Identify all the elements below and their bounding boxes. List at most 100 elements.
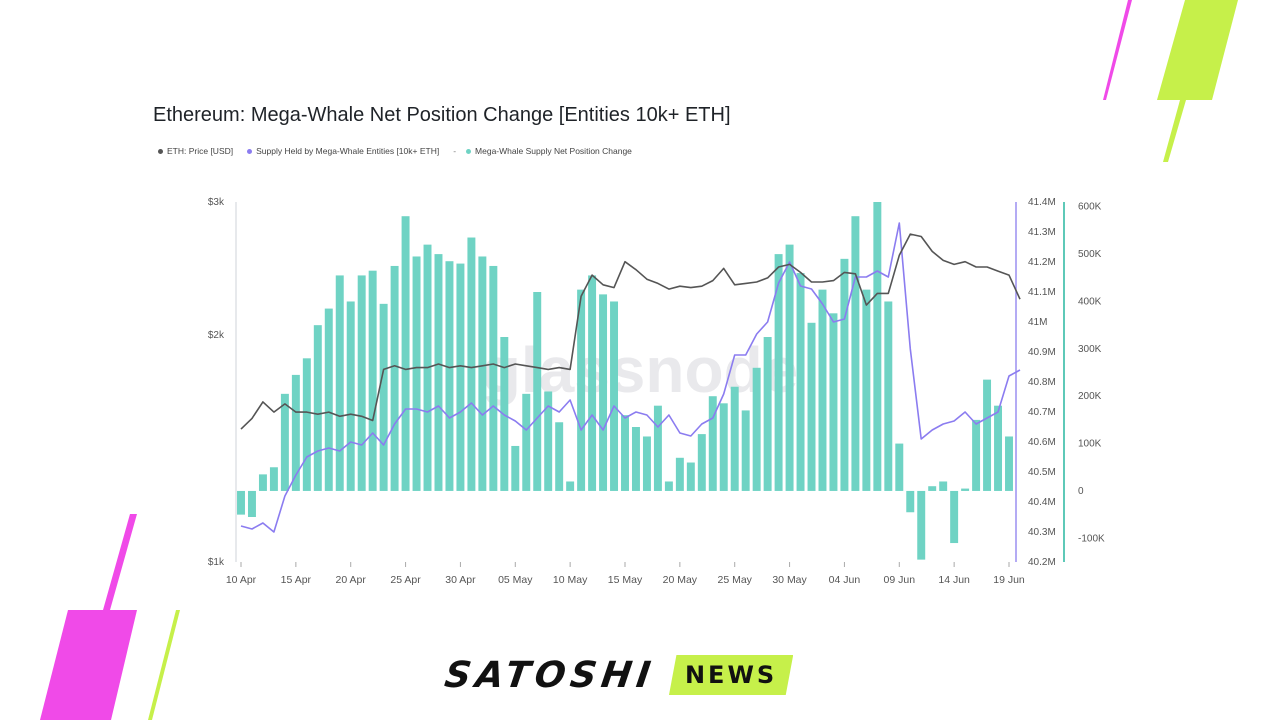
net-change-bar xyxy=(851,216,860,491)
x-tick-label: 10 Apr xyxy=(226,574,257,586)
x-tick-label: 05 May xyxy=(498,574,533,586)
net-change-bar xyxy=(928,486,937,491)
right2-tick-label: 500K xyxy=(1078,249,1102,260)
x-tick-label: 14 Jun xyxy=(938,574,970,586)
net-change-bar xyxy=(390,265,399,491)
net-change-bar xyxy=(796,273,805,491)
price-series-line xyxy=(240,233,1021,430)
net-change-bar xyxy=(533,292,542,491)
net-change-bar xyxy=(631,427,640,491)
net-change-bar xyxy=(994,405,1003,491)
satoshi-news-logo: SATOSHI NEWS xyxy=(442,640,794,710)
right1-tick-label: 40.9M xyxy=(1028,347,1056,358)
net-change-bar xyxy=(269,467,278,491)
net-change-bar xyxy=(544,391,553,491)
net-change-bar xyxy=(1005,436,1013,491)
net-change-bar xyxy=(697,434,706,491)
net-change-bar xyxy=(434,254,443,491)
net-change-bar xyxy=(939,481,948,491)
right1-tick-label: 40.2M xyxy=(1028,557,1056,568)
right1-tick-label: 40.8M xyxy=(1028,377,1056,388)
right1-tick-label: 41.3M xyxy=(1028,227,1056,238)
decor-magenta-bottom xyxy=(103,514,137,610)
right1-tick-label: 41.4M xyxy=(1028,197,1056,208)
decor-lime-top-thin xyxy=(1163,100,1186,162)
right1-tick-label: 40.3M xyxy=(1028,527,1056,538)
legend-item-price[interactable]: ETH: Price [USD] xyxy=(158,146,233,156)
right2-tick-label: 200K xyxy=(1078,391,1102,402)
net-change-bar xyxy=(818,289,827,491)
left-tick-label: $1k xyxy=(208,557,225,568)
left-tick-label: $2k xyxy=(208,330,225,341)
net-change-bar xyxy=(950,490,959,544)
right2-tick-label: 0 xyxy=(1078,486,1084,497)
right2-tick-label: 100K xyxy=(1078,439,1102,450)
net-change-bar xyxy=(873,202,882,491)
net-change-bar xyxy=(588,275,597,491)
net-change-bar xyxy=(247,490,256,517)
x-tick-label: 15 Apr xyxy=(281,574,312,586)
net-change-bar xyxy=(906,490,915,513)
right1-tick-label: 40.4M xyxy=(1028,497,1056,508)
plot-area: glassnode$1k$2k$3k40.2M40.3M40.4M40.5M40… xyxy=(208,197,1105,586)
net-change-bar xyxy=(829,313,838,491)
net-change-bar xyxy=(599,294,608,491)
legend-item-net-change[interactable]: - Mega-Whale Supply Net Position Change xyxy=(453,146,632,156)
x-tick-label: 25 May xyxy=(717,574,752,586)
net-change-bar xyxy=(752,367,761,491)
net-change-bar xyxy=(862,289,871,491)
net-change-bar xyxy=(983,379,992,491)
right1-tick-label: 41.2M xyxy=(1028,257,1056,268)
net-change-bar xyxy=(324,308,333,491)
x-tick-label: 19 Jun xyxy=(993,574,1025,586)
net-change-bar xyxy=(917,490,926,560)
left-tick-label: $3k xyxy=(208,197,225,208)
legend-marker-net-change xyxy=(466,148,472,154)
decor-lime-top xyxy=(1157,0,1238,100)
legend-label-net-change: Mega-Whale Supply Net Position Change xyxy=(475,146,632,156)
net-change-bar xyxy=(511,445,520,491)
net-change-bar xyxy=(884,301,893,491)
net-change-bar xyxy=(763,337,772,491)
net-change-bar xyxy=(577,289,586,491)
net-change-bar xyxy=(621,415,629,491)
x-tick-label: 25 Apr xyxy=(390,574,421,586)
net-change-bar xyxy=(972,419,981,491)
legend-item-supply[interactable]: Supply Held by Mega-Whale Entities [10k+… xyxy=(247,146,439,156)
x-tick-label: 30 May xyxy=(772,574,807,586)
decor-magenta-bottom-big xyxy=(40,610,137,720)
net-change-bar xyxy=(741,410,750,491)
decor-magenta-top xyxy=(1103,0,1132,100)
net-change-bar xyxy=(500,337,509,491)
net-change-bar xyxy=(730,386,739,491)
net-change-bar xyxy=(478,256,487,491)
net-change-bar xyxy=(291,374,300,491)
net-change-bar xyxy=(642,436,651,491)
net-change-bar xyxy=(368,270,377,491)
net-change-bar xyxy=(774,254,783,491)
right1-tick-label: 40.6M xyxy=(1028,437,1056,448)
legend-label-price: ETH: Price [USD] xyxy=(167,146,234,156)
right2-tick-label: 300K xyxy=(1078,344,1102,355)
chart-title: Ethereum: Mega-Whale Net Position Change… xyxy=(153,104,731,126)
net-change-bar xyxy=(412,256,421,491)
net-change-bar xyxy=(807,322,816,491)
net-change-bar xyxy=(895,443,904,491)
net-change-bar xyxy=(379,303,388,491)
net-change-bar xyxy=(335,275,344,491)
x-tick-label: 20 Apr xyxy=(336,574,367,586)
net-change-bar xyxy=(357,275,366,491)
net-change-bar xyxy=(346,301,355,491)
right2-tick-label: -100K xyxy=(1078,533,1105,544)
logo-wordmark: SATOSHI xyxy=(442,654,658,696)
x-tick-label: 10 May xyxy=(553,574,588,586)
legend-label-supply: Supply Held by Mega-Whale Entities [10k+… xyxy=(256,146,440,156)
net-change-bar xyxy=(675,457,684,491)
net-change-bar xyxy=(961,488,970,491)
decor-lime-bottom xyxy=(148,610,180,720)
legend-marker-supply xyxy=(247,148,253,154)
net-change-bar xyxy=(555,422,564,491)
right1-tick-label: 40.5M xyxy=(1028,467,1056,478)
net-change-bar xyxy=(302,358,311,491)
